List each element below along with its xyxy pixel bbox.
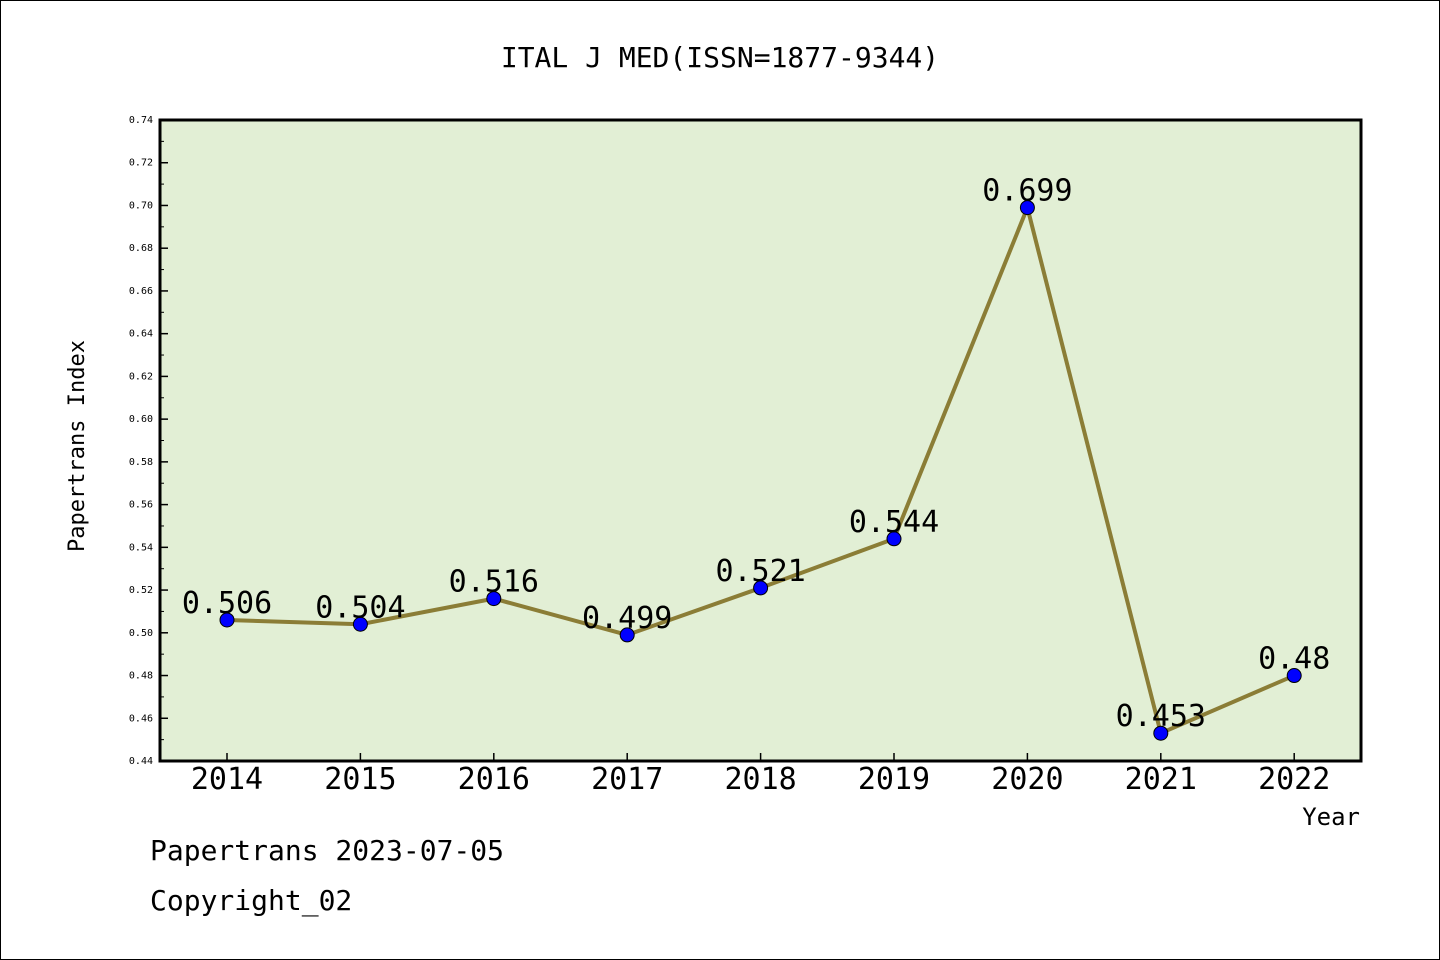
data-label: 0.544 xyxy=(849,505,939,540)
y-tick-label: 0.64 xyxy=(129,329,153,340)
footer-copyright: Copyright_02 xyxy=(150,884,353,917)
y-tick-label: 0.72 xyxy=(129,158,153,169)
y-tick-label: 0.52 xyxy=(129,585,153,596)
data-label: 0.499 xyxy=(582,601,672,636)
y-tick-label: 0.58 xyxy=(129,457,153,468)
data-label: 0.516 xyxy=(449,565,539,600)
footer-date: Papertrans 2023-07-05 xyxy=(150,834,505,867)
data-label: 0.521 xyxy=(715,554,805,589)
y-tick-label: 0.66 xyxy=(129,286,153,297)
y-tick-label: 0.50 xyxy=(129,628,153,639)
x-tick-label: 2021 xyxy=(1125,762,1197,797)
x-axis: 2014 2015 2016 2017 2018 2019 2020 2021 2022 xyxy=(191,753,1330,797)
y-tick-label: 0.62 xyxy=(129,371,153,382)
x-tick-label: 2014 xyxy=(191,762,263,797)
y-axis-label: Papertrans Index xyxy=(65,340,90,552)
x-axis-label: Year xyxy=(1302,803,1360,831)
x-tick-label: 2019 xyxy=(858,762,930,797)
data-label: 0.48 xyxy=(1258,642,1330,677)
data-label: 0.453 xyxy=(1116,699,1206,734)
x-tick-label: 2015 xyxy=(324,762,396,797)
data-point-marker xyxy=(1153,725,1169,741)
chart-title: ITAL J MED(ISSN=1877-9344) xyxy=(501,41,939,74)
plot-area xyxy=(158,118,1363,763)
y-axis: 0.44 0.46 0.48 0.50 0.52 0.54 0.56 0.58 0.60 0.62… xyxy=(129,115,168,767)
series-papertrans-index: 0.506 0.504 0.516 0.499 0.521 0.544 0.699 0.453… xyxy=(182,174,1330,741)
y-tick-label: 0.70 xyxy=(129,200,153,211)
y-tick-label: 0.54 xyxy=(129,542,153,553)
data-point-marker xyxy=(352,616,368,632)
x-tick-label: 2017 xyxy=(591,762,663,797)
data-label: 0.699 xyxy=(982,174,1072,209)
y-tick-label: 0.46 xyxy=(129,713,153,724)
x-tick-label: 2022 xyxy=(1258,762,1330,797)
data-point-marker xyxy=(219,612,235,628)
y-tick-label: 0.60 xyxy=(129,414,153,425)
data-point-marker xyxy=(1286,668,1302,684)
data-point-marker xyxy=(886,531,902,547)
data-point-marker xyxy=(486,591,502,607)
data-point-marker xyxy=(753,580,769,596)
data-label: 0.506 xyxy=(182,586,272,621)
y-tick-label: 0.48 xyxy=(129,671,153,682)
x-tick-label: 2020 xyxy=(991,762,1063,797)
y-tick-label: 0.56 xyxy=(129,500,153,511)
y-tick-label: 0.68 xyxy=(129,243,153,254)
data-point-marker xyxy=(1019,200,1035,216)
data-label: 0.504 xyxy=(315,590,405,625)
data-point-marker xyxy=(619,627,635,643)
y-tick-label: 0.44 xyxy=(129,756,153,767)
y-tick-label: 0.74 xyxy=(129,115,153,126)
x-tick-label: 2018 xyxy=(724,762,796,797)
x-tick-label: 2016 xyxy=(458,762,530,797)
